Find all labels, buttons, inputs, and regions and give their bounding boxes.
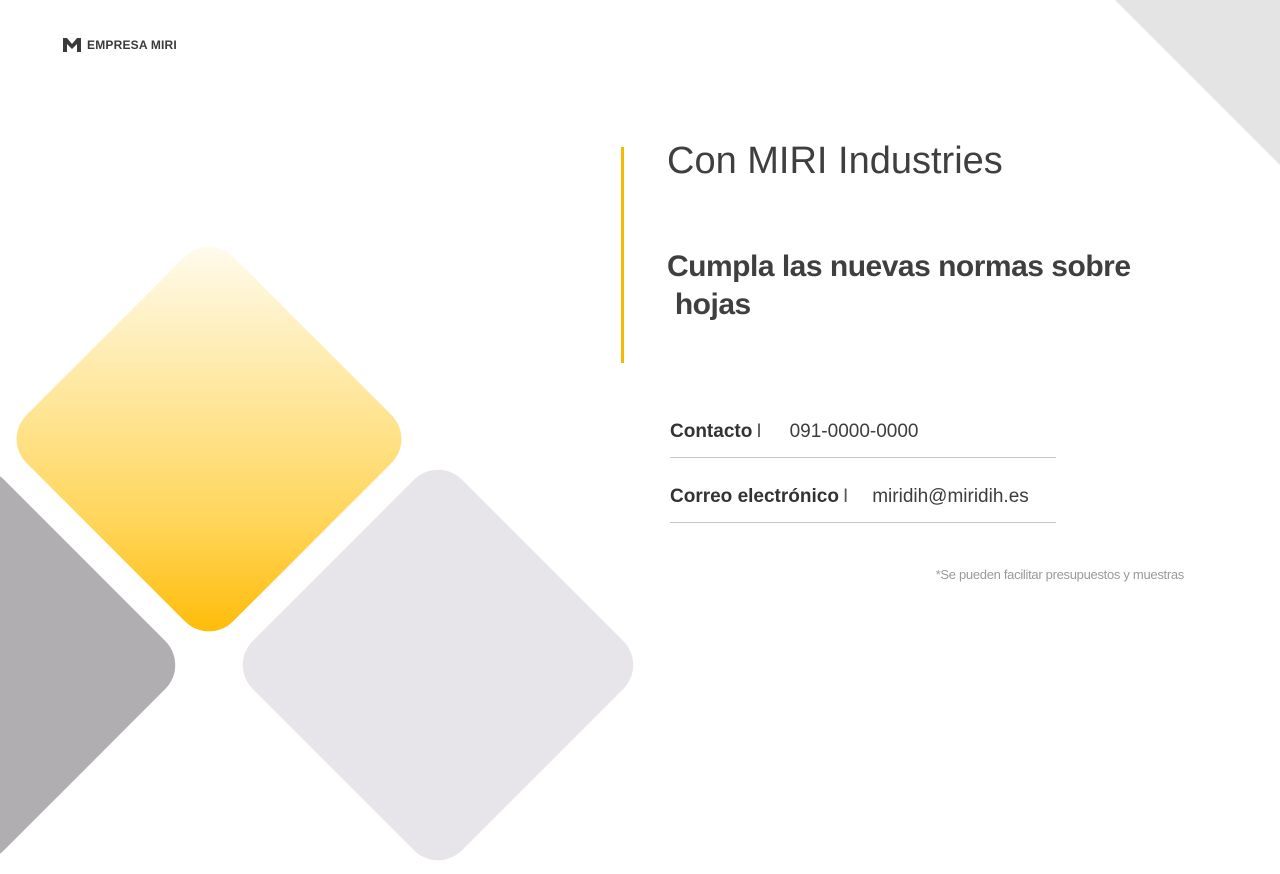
email-value: miridih@miridih.es — [872, 486, 1029, 507]
accent-divider — [621, 147, 624, 363]
m-logo-icon — [63, 38, 81, 52]
email-label: Correo electrónico — [670, 486, 839, 507]
headline-line-1: Cumpla las nuevas normas sobre — [667, 250, 1131, 283]
page-title: Con MIRI Industries — [667, 140, 1003, 182]
logo: EMPRESA MIRI — [63, 38, 177, 52]
separator: I — [842, 486, 849, 507]
contact-phone-row: Contacto I 091-0000-0000 — [670, 421, 1056, 458]
corner-decoration — [1115, 0, 1280, 165]
footnote: *Se pueden facilitar presupuestos y mues… — [935, 567, 1185, 582]
headline-line-2: hojas — [667, 288, 751, 321]
separator: I — [756, 421, 762, 442]
logo-text: EMPRESA MIRI — [87, 38, 177, 52]
contact-label: Contacto — [670, 421, 753, 442]
headline: Cumpla las nuevas normas sobre hojas — [667, 248, 1187, 324]
phone-value: 091-0000-0000 — [789, 421, 919, 442]
